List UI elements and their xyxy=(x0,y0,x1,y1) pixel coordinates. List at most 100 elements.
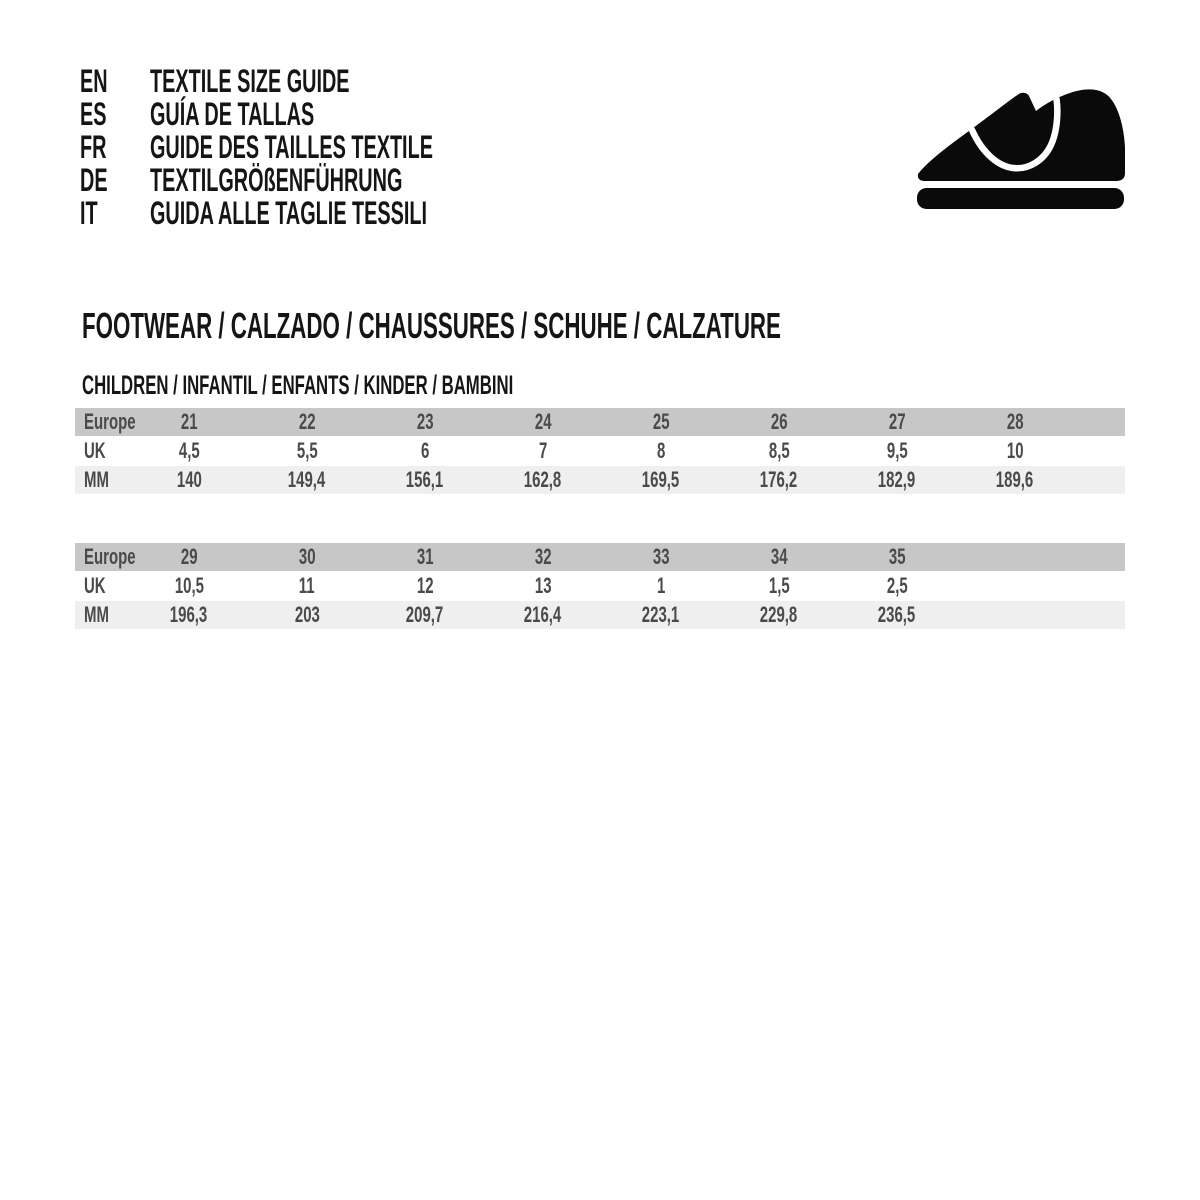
size-cell: 22 xyxy=(248,408,366,436)
size-value: 236,5 xyxy=(878,602,916,627)
language-title: TEXTILE SIZE GUIDE xyxy=(150,65,472,98)
size-value: 203 xyxy=(294,602,320,627)
subsection-title: CHILDREN / INFANTIL / ENFANTS / KINDER /… xyxy=(82,371,778,399)
size-value: 216,4 xyxy=(524,602,562,627)
size-value: 196,3 xyxy=(170,602,208,627)
size-value: 31 xyxy=(416,544,434,569)
children-shoe-icon xyxy=(915,85,1127,212)
size-cell: 34 xyxy=(720,543,838,571)
section-title: FOOTWEAR / CALZADO / CHAUSSURES / SCHUHE… xyxy=(82,306,1200,346)
size-value: 189,6 xyxy=(996,467,1034,492)
language-title: GUIDA ALLE TAGLIE TESSILI xyxy=(150,197,597,230)
size-value: 12 xyxy=(416,573,434,598)
size-cell: 9,5 xyxy=(838,436,956,466)
size-cell: 7 xyxy=(484,436,602,466)
size-value: 25 xyxy=(652,409,670,434)
size-cell: 30 xyxy=(248,543,366,571)
row-filler xyxy=(1074,408,1125,436)
language-code: FR xyxy=(80,131,150,164)
size-cell xyxy=(956,571,1074,601)
size-cell: 6 xyxy=(366,436,484,466)
row-filler xyxy=(1074,571,1125,601)
size-value: 10,5 xyxy=(174,573,204,598)
size-cell: 162,8 xyxy=(484,466,602,494)
size-cell: 25 xyxy=(602,408,720,436)
size-value: 8 xyxy=(656,438,666,463)
mm-row: MM 140 149,4 156,1 162,8 169,5 176,2 182… xyxy=(75,466,1125,494)
size-value: 6 xyxy=(420,438,430,463)
size-value: 11 xyxy=(299,573,315,598)
size-value: 209,7 xyxy=(406,602,444,627)
size-cell: 10,5 xyxy=(130,571,248,601)
size-cell: 182,9 xyxy=(838,466,956,494)
size-cell: 189,6 xyxy=(956,466,1074,494)
row-label: MM xyxy=(75,466,130,494)
size-cell: 156,1 xyxy=(366,466,484,494)
language-code: DE xyxy=(80,164,150,197)
language-row-fr: FR GUIDE DES TAILLES TEXTILE xyxy=(80,131,606,164)
language-title-text: GUIDE DES TAILLES TEXTILE xyxy=(150,129,433,165)
size-cell: 35 xyxy=(838,543,956,571)
size-cell: 1 xyxy=(602,571,720,601)
size-cell: 8,5 xyxy=(720,436,838,466)
size-value: 2,5 xyxy=(886,573,908,598)
language-code-text: IT xyxy=(80,195,98,231)
size-cell: 176,2 xyxy=(720,466,838,494)
language-title-text: TEXTILGRÖßENFÜHRUNG xyxy=(150,162,403,198)
size-cell: 11 xyxy=(248,571,366,601)
language-code: EN xyxy=(80,65,150,98)
size-value: 24 xyxy=(534,409,552,434)
size-value: 229,8 xyxy=(760,602,798,627)
size-cell: 1,5 xyxy=(720,571,838,601)
language-code-text: FR xyxy=(80,129,107,165)
row-label: Europe xyxy=(75,543,136,571)
row-label-text: UK xyxy=(84,573,106,598)
size-cell: 209,7 xyxy=(366,601,484,629)
mm-row: MM 196,3 203 209,7 216,4 223,1 229,8 236… xyxy=(75,601,1125,629)
size-cell: 8 xyxy=(602,436,720,466)
size-cell: 5,5 xyxy=(248,436,366,466)
size-cell: 29 xyxy=(130,543,248,571)
language-title: TEXTILGRÖßENFÜHRUNG xyxy=(150,164,557,197)
size-value: 35 xyxy=(888,544,906,569)
size-value: 22 xyxy=(298,409,316,434)
size-value: 9,5 xyxy=(886,438,908,463)
size-cell: 216,4 xyxy=(484,601,602,629)
size-cell: 33 xyxy=(602,543,720,571)
language-code-text: DE xyxy=(80,162,108,198)
size-table-29-35: Europe 29 30 31 32 33 34 35 UK 10,5 11 1… xyxy=(75,543,1125,629)
language-code: IT xyxy=(80,197,150,230)
size-value: 223,1 xyxy=(642,602,680,627)
row-label-text: MM xyxy=(84,467,109,492)
row-label-text: Europe xyxy=(84,409,136,434)
size-cell: 223,1 xyxy=(602,601,720,629)
size-value: 30 xyxy=(298,544,316,569)
size-cell: 26 xyxy=(720,408,838,436)
size-cell: 13 xyxy=(484,571,602,601)
europe-row: Europe 29 30 31 32 33 34 35 xyxy=(75,543,1125,571)
size-cell xyxy=(956,601,1074,629)
size-value: 140 xyxy=(176,467,202,492)
uk-row: UK 10,5 11 12 13 1 1,5 2,5 xyxy=(75,571,1125,601)
language-title-list: EN TEXTILE SIZE GUIDE ES GUÍA DE TALLAS … xyxy=(80,65,606,230)
size-value: 21 xyxy=(180,409,198,434)
language-title: GUÍA DE TALLAS xyxy=(150,98,415,131)
size-value: 28 xyxy=(1006,409,1024,434)
size-cell: 203 xyxy=(248,601,366,629)
europe-row: Europe 21 22 23 24 25 26 27 28 xyxy=(75,408,1125,436)
size-value: 5,5 xyxy=(296,438,318,463)
language-row-en: EN TEXTILE SIZE GUIDE xyxy=(80,65,606,98)
uk-row: UK 4,5 5,5 6 7 8 8,5 9,5 10 xyxy=(75,436,1125,466)
size-cell: 12 xyxy=(366,571,484,601)
size-cell: 229,8 xyxy=(720,601,838,629)
language-title-text: TEXTILE SIZE GUIDE xyxy=(150,63,350,99)
size-value: 8,5 xyxy=(768,438,790,463)
size-value: 169,5 xyxy=(642,467,680,492)
size-cell: 23 xyxy=(366,408,484,436)
size-value: 182,9 xyxy=(878,467,916,492)
size-cell: 28 xyxy=(956,408,1074,436)
size-cell: 27 xyxy=(838,408,956,436)
language-title: GUIDE DES TAILLES TEXTILE xyxy=(150,131,606,164)
size-value: 1 xyxy=(656,573,666,598)
